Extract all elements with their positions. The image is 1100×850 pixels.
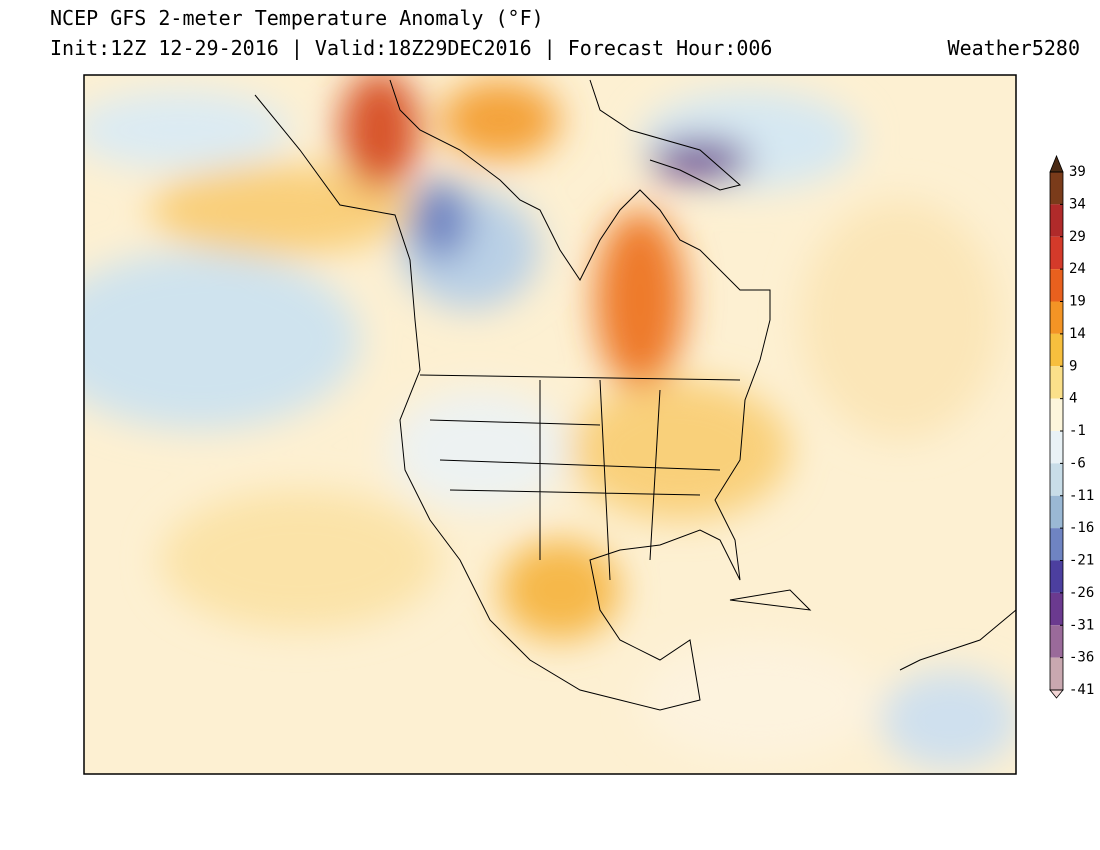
colorbar-label: 4 bbox=[1069, 391, 1077, 407]
colorbar-label: 9 bbox=[1069, 358, 1077, 374]
colorbar-segment bbox=[1050, 463, 1063, 496]
colorbar-label: -26 bbox=[1069, 585, 1094, 601]
colorbar-over bbox=[1049, 154, 1064, 173]
colorbar-label: 19 bbox=[1069, 294, 1086, 310]
colorbar: 39 34 29 24 19 14 9 4 -1 -6 -11 -16 -21 -26 -31 -36 -41 bbox=[1049, 154, 1094, 699]
credit: Weather5280 bbox=[948, 36, 1080, 60]
colorbar-segment bbox=[1050, 333, 1063, 367]
colorbar-under bbox=[1049, 689, 1064, 699]
colorbar-label: -1 bbox=[1069, 423, 1086, 439]
colorbar-segment bbox=[1050, 269, 1063, 302]
colorbar-label: -11 bbox=[1069, 488, 1094, 504]
title: NCEP GFS 2-meter Temperature Anomaly (°F… bbox=[50, 6, 544, 30]
coastlines bbox=[254, 79, 1016, 711]
colorbar-segment bbox=[1050, 495, 1063, 529]
colorbar-segment bbox=[1050, 625, 1063, 658]
colorbar-label: 24 bbox=[1069, 261, 1086, 277]
colorbar-segment bbox=[1050, 431, 1063, 464]
colorbar-segment bbox=[1050, 172, 1063, 205]
colorbar-segment bbox=[1050, 657, 1063, 690]
subtitle: Init:12Z 12-29-2016 | Valid:18Z29DEC2016… bbox=[50, 36, 772, 60]
colorbar-segment bbox=[1050, 204, 1063, 237]
map-frame bbox=[83, 74, 1017, 775]
colorbar-segment bbox=[1050, 560, 1063, 593]
colorbar-segment bbox=[1050, 301, 1063, 334]
colorbar-label: -31 bbox=[1069, 617, 1094, 633]
map bbox=[84, 75, 1016, 774]
colorbar-label: 14 bbox=[1069, 326, 1086, 342]
colorbar-segment bbox=[1050, 592, 1063, 626]
colorbar-label: -6 bbox=[1069, 455, 1086, 471]
colorbar-label: -16 bbox=[1069, 520, 1094, 536]
colorbar-label: 29 bbox=[1069, 229, 1086, 245]
colorbar-label: -36 bbox=[1069, 650, 1094, 666]
colorbar-label: -41 bbox=[1069, 682, 1094, 698]
colorbar-segment bbox=[1050, 398, 1063, 431]
anomaly-field bbox=[84, 75, 1016, 770]
colorbar-label: 34 bbox=[1069, 196, 1086, 212]
colorbar-segment bbox=[1050, 366, 1063, 399]
colorbar-label: -21 bbox=[1069, 553, 1094, 569]
colorbar-segment bbox=[1050, 236, 1063, 270]
colorbar-segment bbox=[1050, 528, 1063, 561]
colorbar-label: 39 bbox=[1069, 164, 1086, 180]
